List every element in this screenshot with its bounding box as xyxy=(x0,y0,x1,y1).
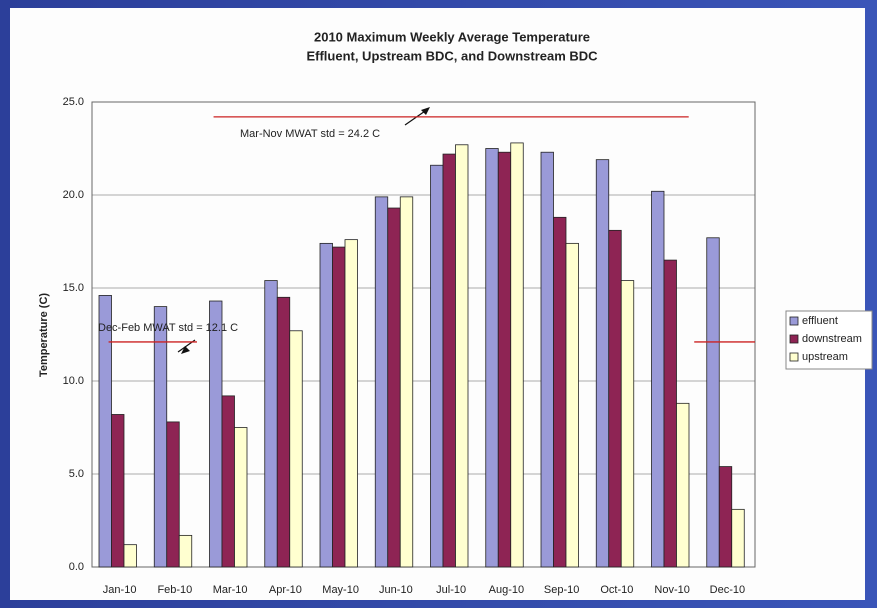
x-tick-label: Sep-10 xyxy=(544,584,579,596)
legend-swatch xyxy=(789,352,799,362)
x-tick-label: Aug-10 xyxy=(489,584,524,596)
y-tick-label: 0.0 xyxy=(69,561,84,573)
bar xyxy=(111,414,125,568)
bar xyxy=(565,242,579,568)
bar xyxy=(209,300,223,568)
y-tick-label: 10.0 xyxy=(63,375,84,387)
chart-title: 2010 Maximum Weekly Average Temperature xyxy=(314,29,590,44)
x-tick-label: Jul-10 xyxy=(436,584,466,596)
x-tick-label: Apr-10 xyxy=(269,584,302,596)
bar xyxy=(153,306,168,568)
legend-swatch xyxy=(789,334,799,344)
plot-frame xyxy=(91,101,756,568)
legend-box xyxy=(785,310,873,370)
bar xyxy=(608,229,622,568)
bar xyxy=(553,216,567,568)
bar xyxy=(430,164,444,568)
x-tick-label: Dec-10 xyxy=(710,584,745,596)
bar xyxy=(706,237,720,568)
bar xyxy=(595,159,610,568)
bar xyxy=(718,466,733,568)
legend-label: effluent xyxy=(802,315,838,327)
x-tick-label: Feb-10 xyxy=(157,584,192,596)
y-tick-label: 25.0 xyxy=(63,96,84,108)
x-tick-label: Nov-10 xyxy=(654,584,689,596)
reference-label: Dec-Feb MWAT std = 12.1 C xyxy=(98,322,238,334)
bar xyxy=(319,242,333,568)
bar xyxy=(540,151,554,568)
bar xyxy=(620,280,635,568)
bar xyxy=(221,395,235,568)
bar xyxy=(234,427,248,568)
y-axis-label: Temperature (C) xyxy=(38,293,50,377)
arrow-head xyxy=(421,107,430,115)
bar xyxy=(497,151,512,568)
bar xyxy=(276,296,291,568)
bar xyxy=(510,142,524,568)
y-tick-label: 20.0 xyxy=(63,189,84,201)
y-tick-label: 15.0 xyxy=(63,282,84,294)
bar xyxy=(178,534,193,568)
bar xyxy=(442,153,456,568)
legend-label: downstream xyxy=(802,333,862,345)
chart-subtitle: Effluent, Upstream BDC, and Downstream B… xyxy=(306,48,598,63)
x-tick-label: Mar-10 xyxy=(213,584,248,596)
arrow-head xyxy=(181,346,190,354)
bar xyxy=(264,280,278,568)
bar xyxy=(344,239,358,568)
bar xyxy=(374,196,389,568)
reference-label: Mar-Nov MWAT std = 24.2 C xyxy=(240,128,380,140)
bar xyxy=(485,148,499,568)
bar xyxy=(98,295,112,568)
bar xyxy=(387,207,401,568)
x-tick-label: Jun-10 xyxy=(379,584,413,596)
x-tick-label: May-10 xyxy=(322,584,359,596)
bar xyxy=(651,190,665,568)
bar xyxy=(289,330,303,568)
x-tick-label: Oct-10 xyxy=(600,584,633,596)
bar xyxy=(332,246,346,568)
bar xyxy=(399,196,414,568)
y-tick-label: 5.0 xyxy=(69,468,84,480)
bar xyxy=(663,259,677,568)
legend-label: upstream xyxy=(802,351,848,363)
bar xyxy=(123,544,137,568)
x-tick-label: Jan-10 xyxy=(103,584,137,596)
bar xyxy=(166,421,180,568)
bar xyxy=(676,402,690,568)
bar xyxy=(731,508,745,568)
legend-swatch xyxy=(789,316,799,326)
bar xyxy=(455,144,469,568)
